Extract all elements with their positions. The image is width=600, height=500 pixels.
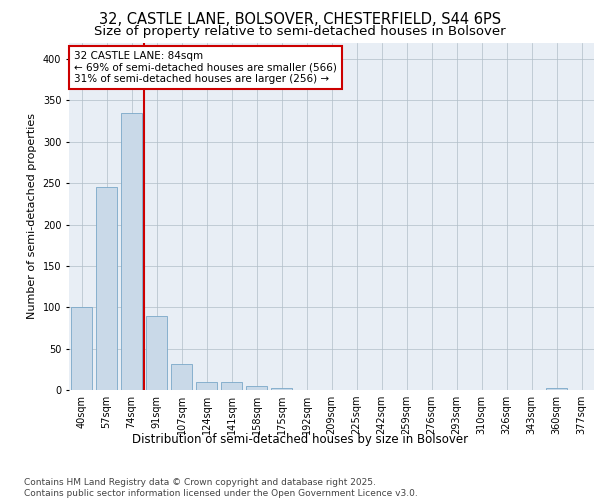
Text: Size of property relative to semi-detached houses in Bolsover: Size of property relative to semi-detach… xyxy=(94,25,506,38)
Bar xyxy=(171,364,192,390)
Bar xyxy=(146,316,167,390)
Y-axis label: Number of semi-detached properties: Number of semi-detached properties xyxy=(27,114,37,320)
Bar xyxy=(546,388,567,390)
Bar xyxy=(96,188,117,390)
Bar xyxy=(221,382,242,390)
Bar xyxy=(246,386,267,390)
Bar xyxy=(196,382,217,390)
Bar xyxy=(121,113,142,390)
Bar xyxy=(71,308,92,390)
Text: 32 CASTLE LANE: 84sqm
← 69% of semi-detached houses are smaller (566)
31% of sem: 32 CASTLE LANE: 84sqm ← 69% of semi-deta… xyxy=(74,51,337,84)
Bar xyxy=(271,388,292,390)
Text: 32, CASTLE LANE, BOLSOVER, CHESTERFIELD, S44 6PS: 32, CASTLE LANE, BOLSOVER, CHESTERFIELD,… xyxy=(99,12,501,28)
Text: Contains HM Land Registry data © Crown copyright and database right 2025.
Contai: Contains HM Land Registry data © Crown c… xyxy=(24,478,418,498)
Text: Distribution of semi-detached houses by size in Bolsover: Distribution of semi-detached houses by … xyxy=(132,432,468,446)
